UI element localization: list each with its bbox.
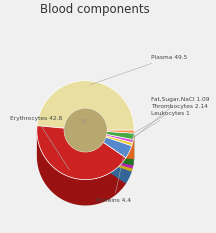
- Polygon shape: [106, 134, 133, 165]
- Polygon shape: [106, 131, 134, 140]
- Polygon shape: [106, 134, 133, 143]
- Polygon shape: [106, 136, 133, 168]
- Polygon shape: [64, 130, 107, 178]
- Polygon shape: [106, 136, 133, 168]
- Polygon shape: [107, 131, 134, 159]
- Text: Leukocytes 1: Leukocytes 1: [131, 111, 190, 139]
- Polygon shape: [132, 143, 133, 172]
- Text: Plasma 49.5: Plasma 49.5: [90, 55, 188, 85]
- Text: Thrombocytes 2.14: Thrombocytes 2.14: [131, 104, 208, 134]
- Polygon shape: [103, 137, 132, 158]
- Polygon shape: [64, 108, 107, 152]
- Text: Proteins 4.4: Proteins 4.4: [96, 153, 131, 203]
- Polygon shape: [106, 136, 133, 146]
- Polygon shape: [126, 146, 132, 184]
- Polygon shape: [133, 133, 134, 165]
- Polygon shape: [107, 130, 134, 133]
- Polygon shape: [37, 81, 134, 130]
- Polygon shape: [106, 137, 132, 172]
- Text: %: %: [81, 119, 86, 124]
- Polygon shape: [106, 134, 133, 165]
- Title: Blood components: Blood components: [40, 3, 150, 16]
- Polygon shape: [37, 130, 126, 206]
- Polygon shape: [37, 126, 126, 180]
- Polygon shape: [103, 142, 126, 184]
- Polygon shape: [103, 142, 126, 184]
- Polygon shape: [107, 130, 134, 156]
- Polygon shape: [106, 137, 132, 172]
- Text: Erythrocytes 42.8: Erythrocytes 42.8: [10, 116, 69, 170]
- Polygon shape: [107, 131, 134, 159]
- Text: Fat,Sugar,NaCl 1.09: Fat,Sugar,NaCl 1.09: [130, 97, 210, 141]
